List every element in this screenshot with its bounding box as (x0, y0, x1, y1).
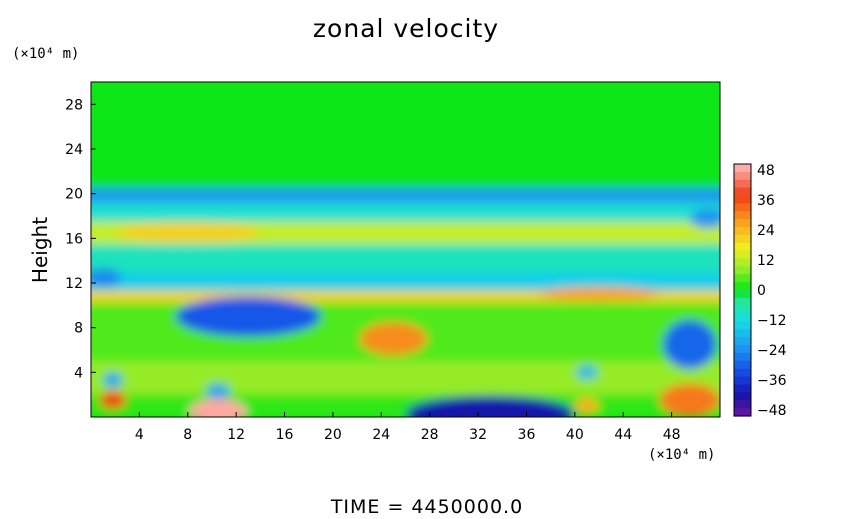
x-tick-label: 28 (421, 427, 439, 443)
colorbar-segment (734, 219, 751, 228)
heatmap-band (91, 202, 720, 222)
colorbar-tick-label: 36 (757, 193, 775, 209)
colorbar-segment (734, 337, 751, 346)
heatmap-feature (91, 268, 122, 287)
colorbar-segment (734, 345, 751, 354)
heatmap-feature (663, 319, 717, 369)
colorbar-segment (734, 329, 751, 338)
heatmap-feature (576, 365, 598, 380)
colorbar-segment (734, 164, 751, 173)
y-axis-unit: (×10⁴ m) (12, 46, 80, 62)
heatmap-band (91, 221, 720, 244)
colorbar-tick-label: −48 (757, 403, 787, 419)
x-tick-label: 8 (183, 427, 192, 443)
x-tick-label: 24 (372, 427, 390, 443)
heatmap-band (91, 361, 720, 395)
heatmap-feature (188, 399, 248, 417)
colorbar-segment (734, 368, 751, 378)
heatmap-band (91, 271, 720, 291)
heatmap-band (91, 82, 720, 189)
colorbar-segment (734, 353, 751, 362)
x-tick-label: 48 (663, 427, 681, 443)
colorbar-segment (734, 384, 751, 393)
colorbar-segment (734, 242, 751, 252)
heatmap-feature (659, 383, 720, 417)
colorbar-segment (734, 195, 751, 204)
colorbar-tick-label: 48 (757, 163, 775, 179)
colorbar-segment (734, 234, 751, 244)
plot-frame (90, 81, 721, 418)
heatmap-feature (359, 322, 428, 356)
heatmap-feature (115, 222, 261, 243)
y-tick-label: 20 (65, 187, 83, 203)
x-tick-label: 4 (135, 427, 144, 443)
x-axis-ticks: 4 8 12 16 20 24 28 32 36 40 44 48 (135, 412, 681, 443)
colorbar-segment (734, 187, 751, 197)
heatmap-band (91, 243, 720, 272)
y-tick-label: 4 (74, 365, 83, 381)
heatmap-feature (99, 391, 127, 410)
colorbar-tick-label: 12 (757, 253, 775, 269)
y-tick-label: 16 (65, 231, 83, 247)
x-axis-unit: (×10⁴ m) (648, 447, 716, 463)
heatmap-feature (205, 383, 231, 400)
colorbar-segment (734, 266, 751, 275)
colorbar-segment (734, 360, 751, 370)
colorbar-tick-label: 0 (757, 283, 766, 299)
colorbar-segment (734, 274, 751, 283)
y-tick-label: 12 (65, 276, 83, 292)
heatmap-feature (574, 398, 600, 414)
colorbar-segment (734, 376, 751, 386)
colorbar-segment (734, 250, 751, 260)
heatmap-feature (538, 287, 660, 301)
colorbar-segment (734, 211, 751, 220)
colorbar-segment (734, 408, 751, 417)
x-tick-label: 12 (227, 427, 245, 443)
y-axis-ticks: 4 8 12 16 20 24 28 (65, 97, 96, 381)
colorbar-tick-label: −12 (757, 313, 787, 329)
x-tick-label: 44 (614, 427, 632, 443)
colorbar-segment (734, 392, 751, 401)
colorbar-segment (734, 282, 751, 291)
colorbar-segment (734, 400, 751, 409)
x-tick-label: 32 (469, 427, 487, 443)
y-tick-label: 8 (74, 321, 83, 337)
heatmap-feature (405, 395, 575, 417)
heatmap-cells (91, 82, 720, 417)
y-tick-label: 24 (65, 142, 83, 158)
colorbar-segment (734, 179, 751, 189)
colorbar-frame (733, 163, 752, 417)
heatmap-feature (103, 372, 123, 388)
colorbar-segment (734, 171, 751, 181)
colorbar-tick-label: 24 (757, 223, 775, 239)
colorbar-segment (734, 313, 751, 323)
x-tick-label: 20 (324, 427, 342, 443)
chart-title: zonal velocity (312, 14, 500, 43)
heatmap-band (91, 290, 720, 302)
colorbar-segment (734, 321, 751, 330)
heatmap-band (91, 188, 720, 203)
y-tick-label: 28 (65, 97, 83, 113)
time-readout: TIME = 4450000.0 (330, 496, 524, 518)
colorbar: 48 36 24 12 0 −12 −24 −36 −48 (733, 163, 787, 419)
heatmap-feature (689, 208, 720, 229)
colorbar-tick-label: −24 (757, 343, 787, 359)
colorbar-segment (734, 290, 751, 299)
colorbar-segment (734, 297, 751, 307)
x-tick-label: 40 (566, 427, 584, 443)
colorbar-segment (734, 227, 751, 236)
colorbar-segment (734, 258, 751, 267)
heatmap-feature (175, 296, 321, 337)
colorbar-segment (734, 203, 751, 212)
heatmap-field (91, 82, 720, 417)
x-tick-label: 36 (518, 427, 536, 443)
x-tick-label: 16 (276, 427, 294, 443)
colorbar-segment (734, 305, 751, 315)
colorbar-tick-label: −36 (757, 373, 787, 389)
